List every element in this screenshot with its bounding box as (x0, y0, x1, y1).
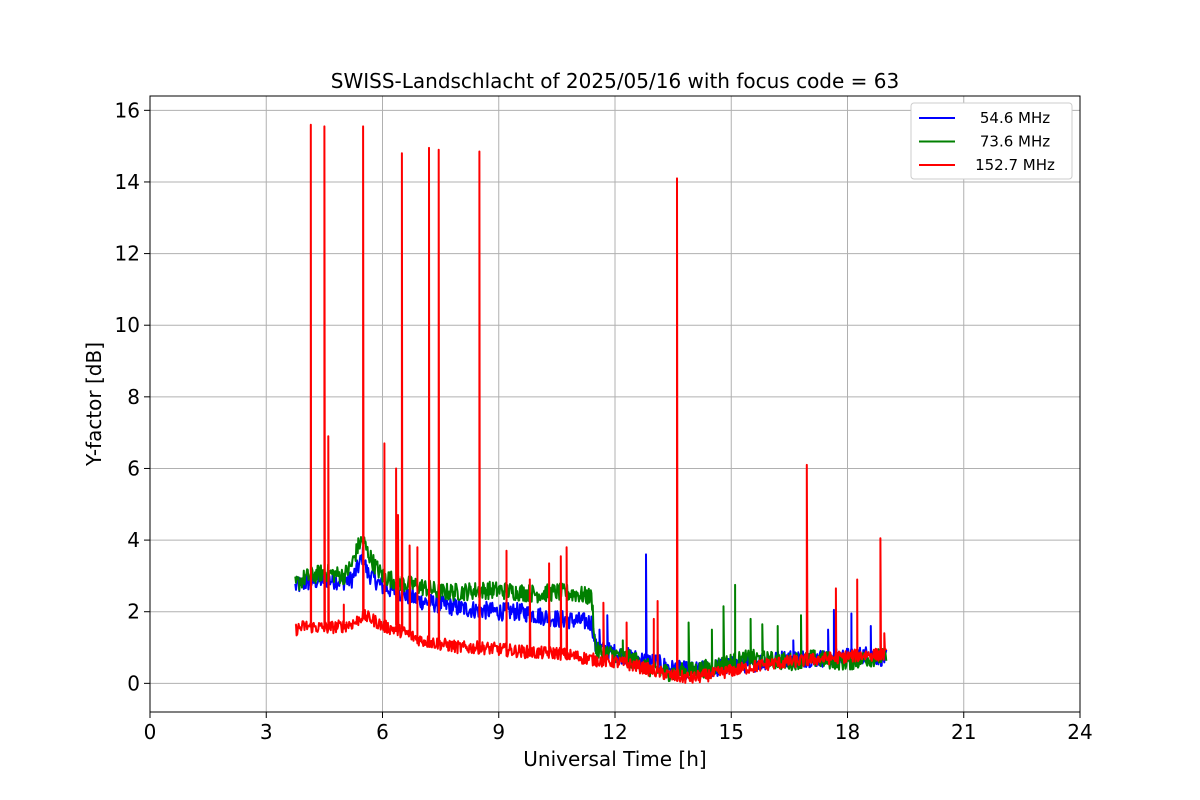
series-layer (294, 123, 888, 684)
legend-label-2: 152.7 MHz (975, 156, 1055, 174)
x-axis-label: Universal Time [h] (523, 747, 706, 771)
x-tick-label: 6 (376, 720, 389, 744)
x-tick-label: 0 (144, 720, 157, 744)
y-tick-label: 12 (115, 242, 140, 266)
y-tick-label: 4 (127, 528, 140, 552)
x-tick-label: 24 (1067, 720, 1092, 744)
legend-label-0: 54.6 MHz (980, 109, 1050, 127)
legend: 54.6 MHz 73.6 MHz 152.7 MHz (910, 102, 1073, 180)
series-2 (294, 123, 888, 684)
legend-box (910, 102, 1073, 180)
y-tick-label: 10 (115, 313, 140, 337)
x-tick-label: 21 (951, 720, 976, 744)
y-axis-label: Y-factor [dB] (82, 342, 106, 467)
legend-label-1: 73.6 MHz (980, 133, 1050, 151)
x-tick-label: 9 (492, 720, 505, 744)
x-tick-label: 12 (602, 720, 627, 744)
chart-title: SWISS-Landschlacht of 2025/05/16 with fo… (331, 69, 899, 93)
y-axis: 0 2 4 6 8 10 12 14 16 (115, 98, 150, 695)
y-tick-label: 6 (127, 456, 140, 480)
x-axis: 0 3 6 9 12 15 18 21 24 (144, 712, 1093, 744)
x-tick-label: 3 (260, 720, 273, 744)
y-tick-label: 16 (115, 98, 140, 122)
x-tick-label: 15 (719, 720, 744, 744)
y-tick-label: 2 (127, 600, 140, 624)
y-tick-label: 8 (127, 385, 140, 409)
y-tick-label: 0 (127, 671, 140, 695)
series-line-2 (294, 123, 888, 684)
x-tick-label: 18 (835, 720, 860, 744)
y-tick-label: 14 (115, 170, 140, 194)
